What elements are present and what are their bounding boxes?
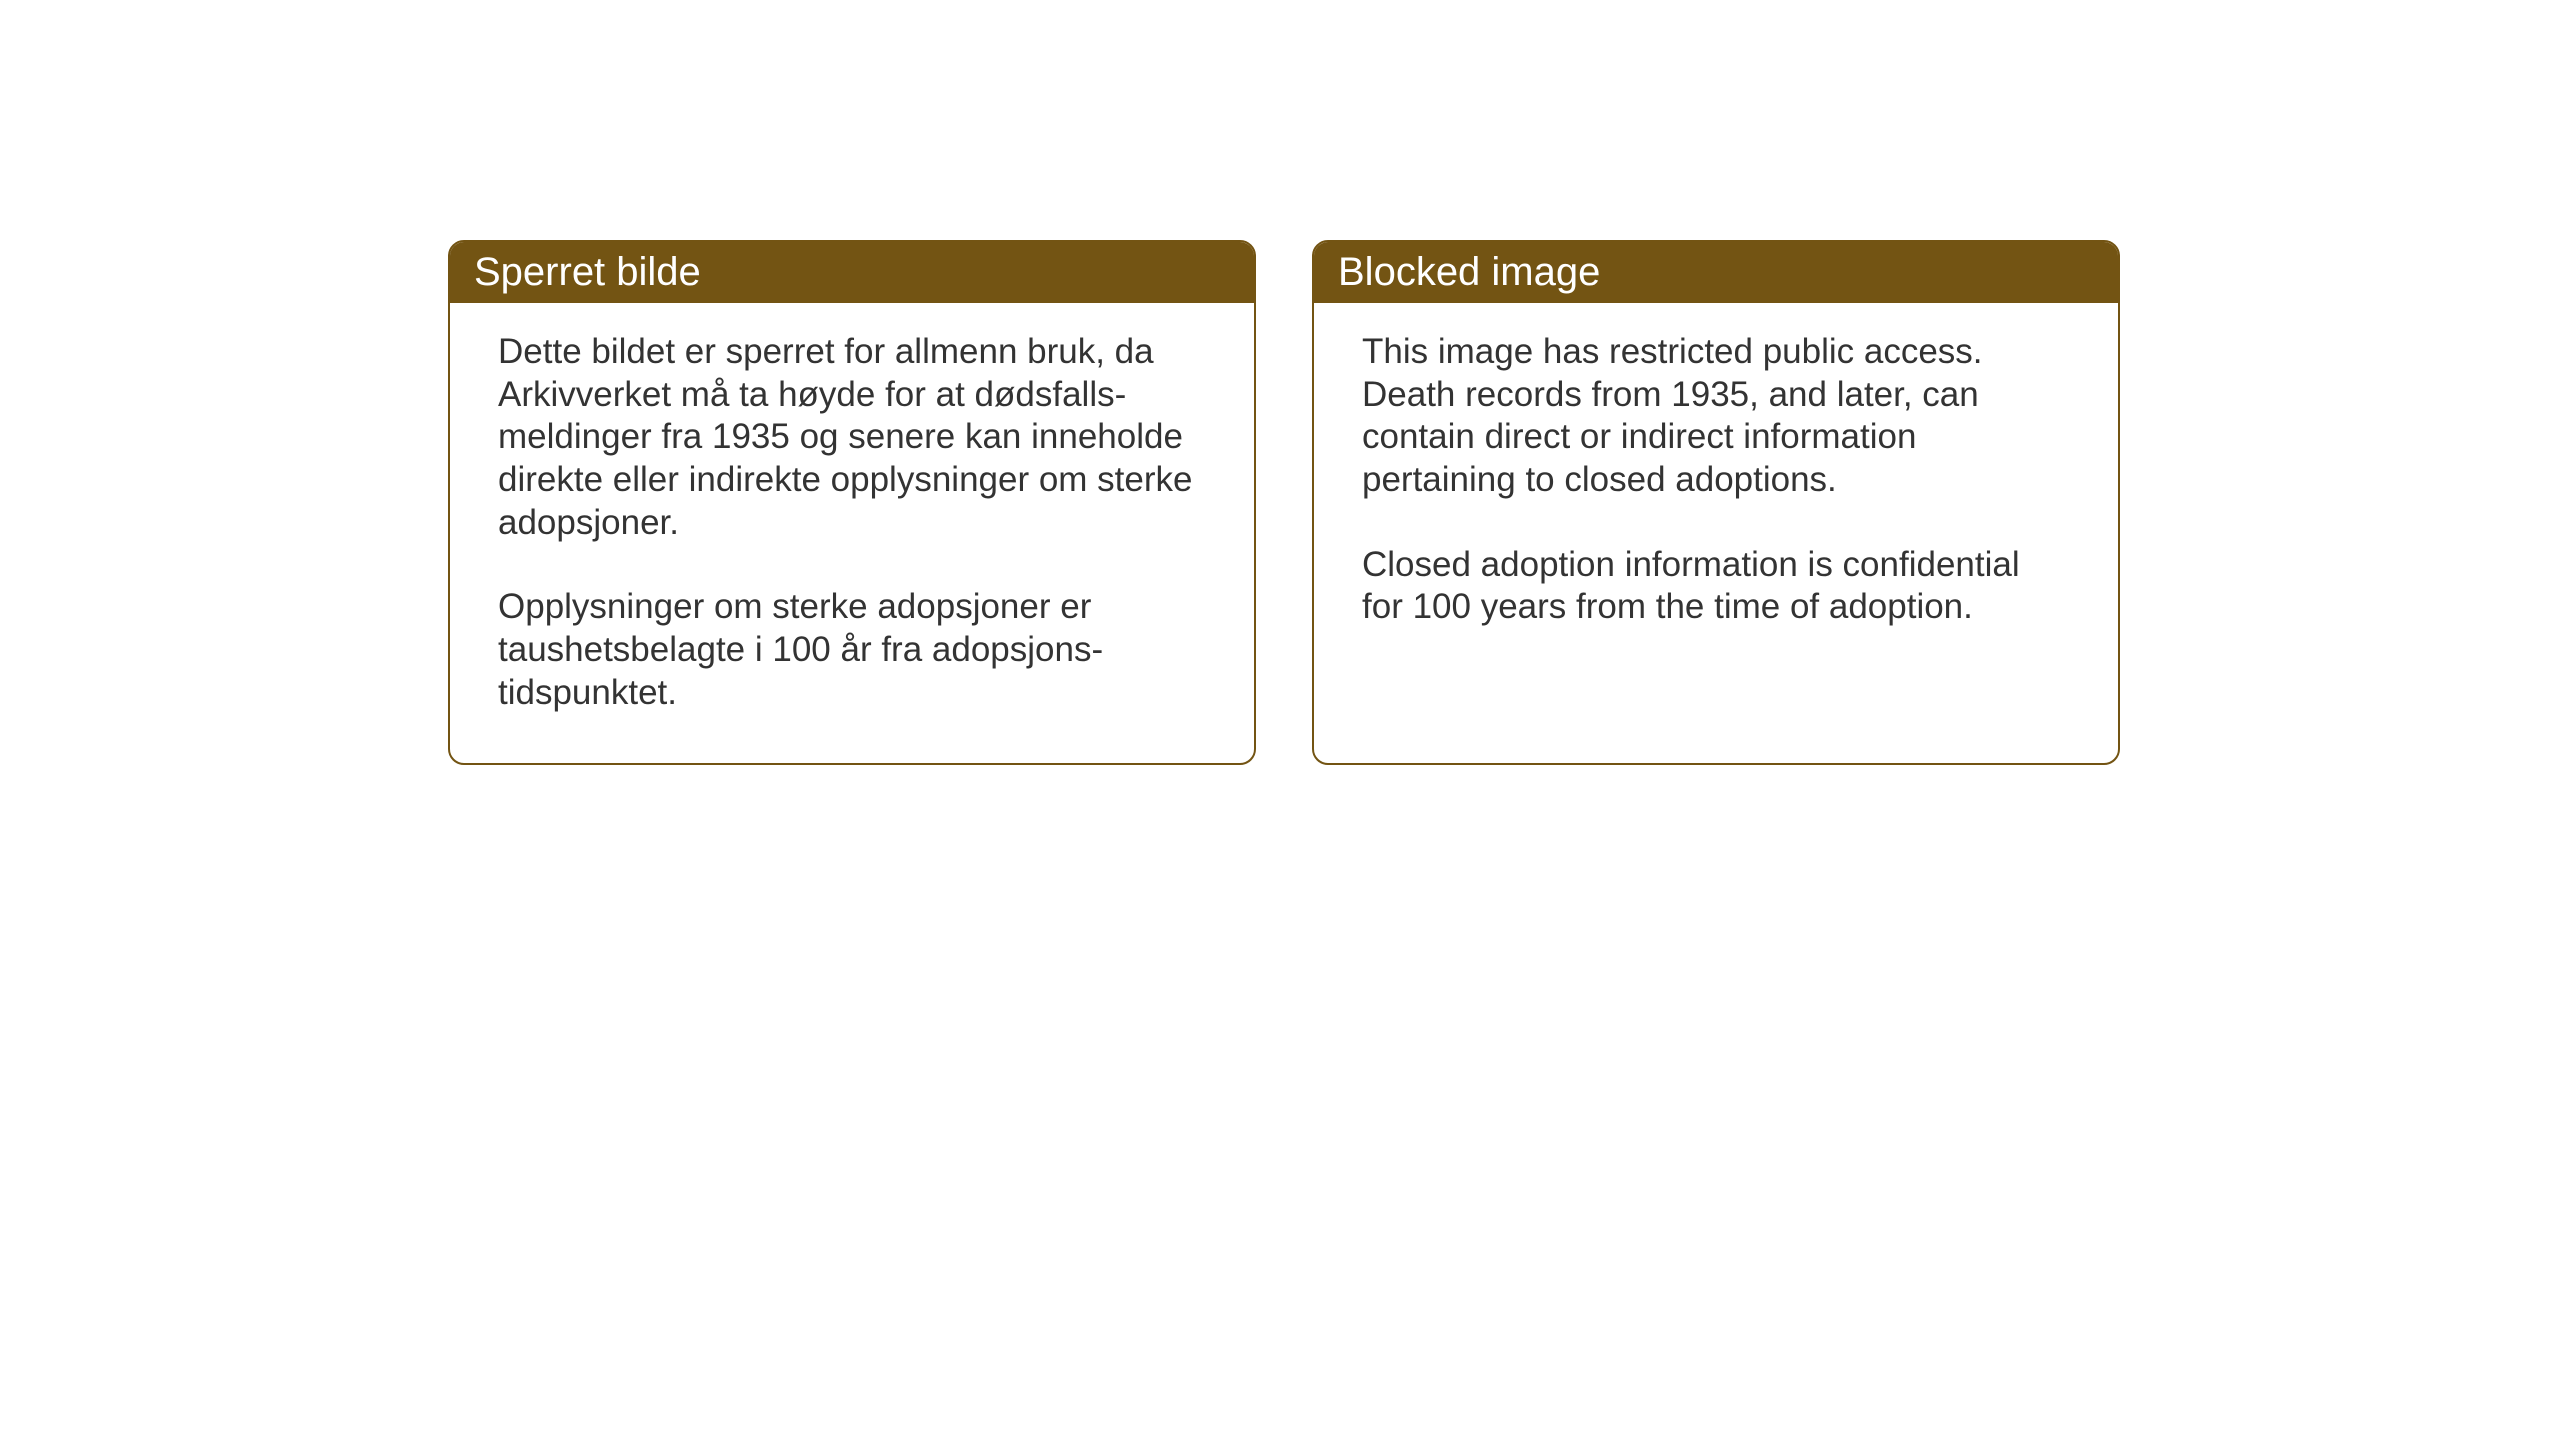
english-paragraph-2: Closed adoption information is confident… (1362, 544, 2070, 629)
cards-container: Sperret bilde Dette bildet er sperret fo… (448, 240, 2120, 765)
norwegian-notice-card: Sperret bilde Dette bildet er sperret fo… (448, 240, 1256, 765)
english-card-body: This image has restricted public access.… (1314, 303, 2118, 677)
english-notice-card: Blocked image This image has restricted … (1312, 240, 2120, 765)
english-card-title: Blocked image (1338, 250, 1600, 294)
norwegian-paragraph-1: Dette bildet er sperret for allmenn bruk… (498, 331, 1206, 544)
norwegian-card-header: Sperret bilde (450, 242, 1254, 303)
english-card-header: Blocked image (1314, 242, 2118, 303)
norwegian-card-title: Sperret bilde (474, 250, 701, 294)
norwegian-paragraph-2: Opplysninger om sterke adopsjoner er tau… (498, 586, 1206, 714)
norwegian-card-body: Dette bildet er sperret for allmenn bruk… (450, 303, 1254, 763)
english-paragraph-1: This image has restricted public access.… (1362, 331, 2070, 502)
